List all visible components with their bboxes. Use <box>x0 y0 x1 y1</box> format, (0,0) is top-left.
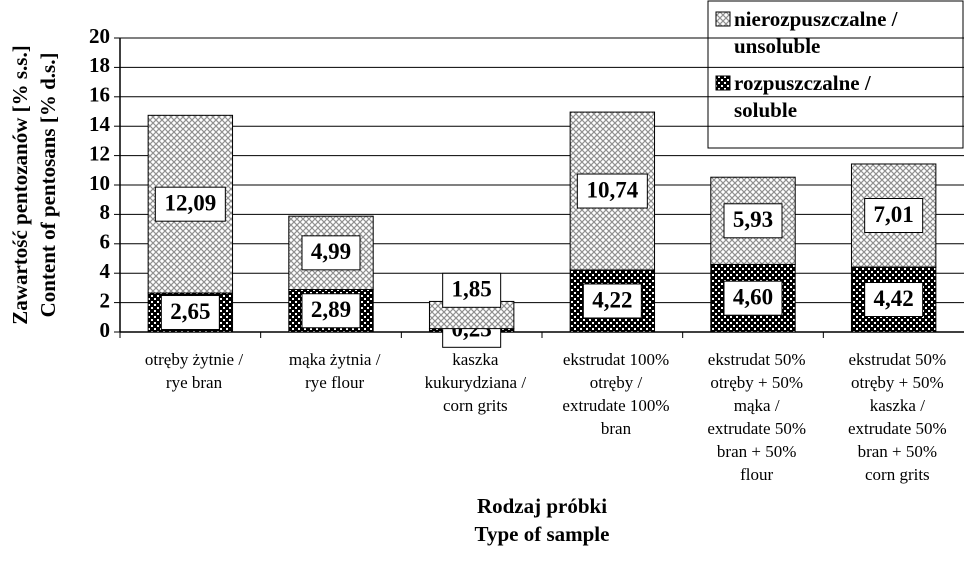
y-tick-label: 0 <box>100 318 111 342</box>
value-label: 4,99 <box>311 239 351 264</box>
legend-label: rozpuszczalne / soluble <box>734 71 871 122</box>
x-tick-label: ekstrudat 50% otręby + 50% kaszka / extr… <box>848 350 947 484</box>
value-label-box <box>301 235 361 271</box>
y-axis-label: Zawartość pentozanów [% s.s.] <box>8 45 32 324</box>
value-label-box <box>723 203 783 239</box>
x-tick-label: mąka żytnia / rye flour <box>288 350 381 392</box>
y-tick-label: 18 <box>89 53 110 77</box>
y-tick-label: 2 <box>100 288 111 312</box>
value-label-box <box>442 272 502 308</box>
value-label-box <box>582 283 642 319</box>
x-axis-label: Rodzaj próbki <box>476 494 608 518</box>
value-label: 4,60 <box>733 284 773 309</box>
value-label: 4,22 <box>592 287 632 312</box>
y-tick-label: 6 <box>100 230 111 254</box>
legend-swatch <box>715 11 731 27</box>
y-tick-label: 14 <box>89 112 111 136</box>
y-tick-label: 10 <box>89 171 110 195</box>
y-tick-label: 12 <box>89 141 110 165</box>
value-label-box <box>154 186 226 222</box>
value-label: 12,09 <box>164 190 216 215</box>
x-tick-label: ekstrudat 100% otręby / extrudate 100% b… <box>562 350 670 438</box>
value-label: 4,42 <box>874 286 914 311</box>
x-tick-label: kaszka kukurydziana / corn grits <box>424 350 527 415</box>
value-label-box <box>723 280 783 316</box>
value-label: 1,85 <box>452 277 492 302</box>
x-axis-label: Type of sample <box>474 522 610 546</box>
y-tick-label: 16 <box>89 83 110 107</box>
value-label: 7,01 <box>874 202 914 227</box>
x-tick-label: otręby żytnie / rye bran <box>144 350 244 392</box>
y-tick-label: 20 <box>89 24 110 48</box>
y-tick-label: 4 <box>100 259 111 283</box>
value-label: 2,65 <box>170 299 210 324</box>
legend-box <box>707 0 964 149</box>
value-label: 5,93 <box>733 207 773 232</box>
legend-label: nierozpuszczalne / unsoluble <box>734 7 898 58</box>
value-label: 2,89 <box>311 297 351 322</box>
value-label: 10,74 <box>586 177 638 202</box>
legend-swatch <box>715 75 731 91</box>
y-tick-label: 8 <box>100 200 111 224</box>
value-label-box <box>160 295 220 331</box>
value-label-box <box>864 198 924 234</box>
value-label-box <box>576 173 648 209</box>
y-axis-label: Content of pentosans [% d.s.] <box>36 53 60 318</box>
x-tick-label: ekstrudat 50% otręby + 50% mąka / extrud… <box>707 350 806 484</box>
value-label-box <box>301 293 361 329</box>
value-label-box <box>864 282 924 318</box>
